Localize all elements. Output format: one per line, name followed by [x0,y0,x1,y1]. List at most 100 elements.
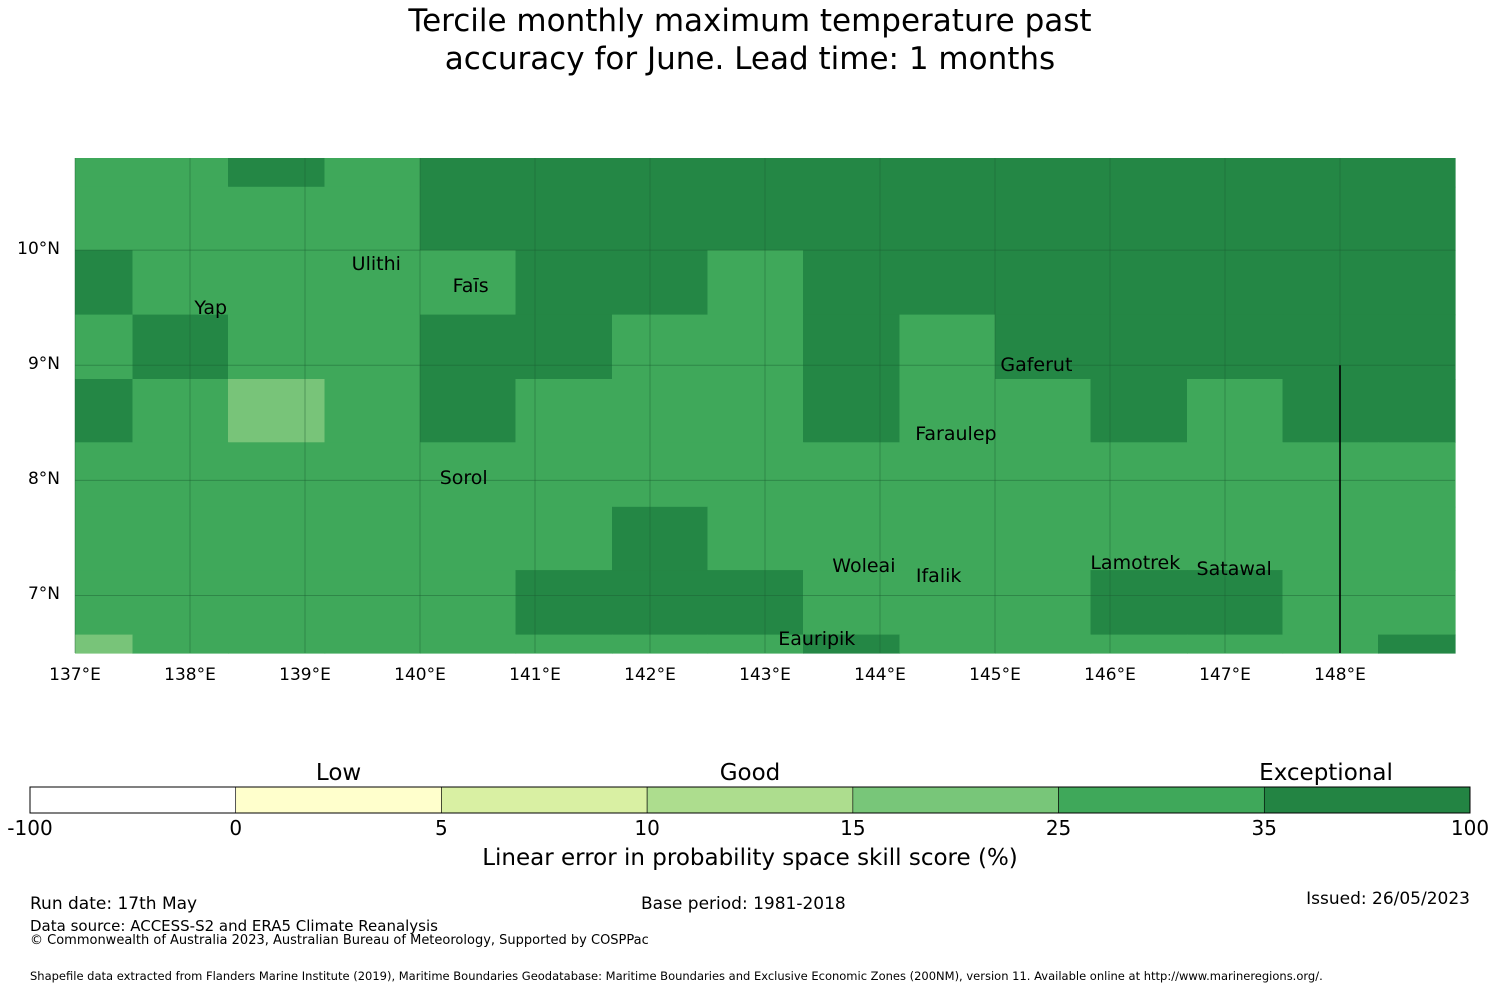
colorbar-category-label: Low [315,760,362,786]
grid-cell [1378,379,1456,443]
colorbar-category-label: Exceptional [1259,760,1393,786]
grid-cell [132,314,229,380]
grid-cell [420,314,517,380]
longitude-label: 140°E [394,665,446,685]
grid-cell [707,250,804,316]
grid-cell [1282,634,1379,654]
island-label: Lamotrek [1090,552,1181,575]
grid-cell [132,570,229,636]
grid-cell [612,506,709,571]
grid-cell [1187,379,1284,443]
grid-cell [1187,186,1284,251]
colorbar-tick-label: 5 [435,816,448,840]
grid-cell [132,186,229,251]
grid-cell [995,314,1092,380]
grid-cell [420,570,517,636]
grid-cell [1090,506,1188,571]
grid-cell [515,379,613,443]
latitude-label: 8°N [27,469,60,490]
grid-cell [612,379,709,443]
grid-cell [132,442,229,508]
longitude-label: 142°E [624,665,676,685]
colorbar-segment [646,786,854,814]
colorbar-tick-label: -100 [7,816,53,840]
grid-cell [228,158,326,188]
base-period: Base period: 1981-2018 [641,894,846,914]
colorbar-outline [29,786,1471,814]
grid-cell [995,379,1092,443]
longitude-label: 144°E [854,665,906,685]
grid-cell [75,250,134,316]
island-label: Ifalik [915,565,962,588]
grid-cell [1282,314,1379,380]
grid-cell [1090,314,1188,380]
grid-cell [1282,379,1379,443]
title-line-2: accuracy for June. Lead time: 1 months [444,41,1056,77]
grid-cell [612,442,709,508]
grid-cell [228,314,326,380]
colorbar-tick-label: 10 [634,816,660,840]
grid-cell [1282,570,1379,636]
longitude-label: 137°E [49,665,101,685]
grid-cell [1282,158,1379,188]
grid-cell [899,506,996,571]
grid-cell [324,250,421,316]
copyright: © Commonwealth of Australia 2023, Austra… [30,933,649,948]
latitude-label: 7°N [27,584,60,605]
grid-cell [228,250,326,316]
grid-cell [515,314,613,380]
grid-cell [1282,186,1379,251]
grid-cell [803,250,901,316]
latitude-label: 9°N [27,354,60,375]
grid-cell [1282,442,1379,508]
grid-cell [1090,158,1188,188]
skill-grid [75,158,1456,654]
grid-cell [75,379,134,443]
grid-cell [1282,250,1379,316]
grid-cell [228,379,326,443]
island-label: Yap [194,296,228,319]
grid-cell [803,634,901,654]
island-label: Gaferut [1000,354,1073,377]
grid-cell [515,186,613,251]
island-label: Satawal [1196,558,1272,581]
grid-cell [899,158,996,188]
issued-date: Issued: 26/05/2023 [1306,889,1470,909]
grid-cell [612,158,709,188]
grid-cell [1187,314,1284,380]
grid-cell [75,570,134,636]
grid-cell [995,158,1092,188]
colorbar [29,786,1471,814]
longitude-label: 146°E [1084,665,1136,685]
grid-cell [803,506,901,571]
grid-cell [324,379,421,443]
grid-cell [324,158,421,188]
grid-cell [228,570,326,636]
grid-cell [132,634,229,654]
longitude-label: 143°E [739,665,791,685]
grid-cell [707,634,804,654]
grid-cell [420,186,517,251]
grid-cell [75,506,134,571]
grid-cell [75,442,134,508]
grid-cell [420,506,517,571]
grid-cell [995,634,1092,654]
grid-cell [1378,442,1456,508]
grid-cell [707,186,804,251]
colorbar-tick-label: 15 [840,816,866,840]
colorbar-segment [1058,786,1265,814]
colorbar-segment [852,786,1059,814]
colorbar-title: Linear error in probability space skill … [482,845,1018,871]
island-label: Faīs [452,274,489,297]
grid-cell [899,186,996,251]
grid-cell [132,250,229,316]
grid-cell [420,250,517,316]
island-label: Ulithi [351,253,401,276]
grid-cell [803,186,901,251]
grid-cell [995,570,1092,636]
grid-cell [707,379,804,443]
grid-cell [707,506,804,571]
grid-cell [612,314,709,380]
grid-cell [515,442,613,508]
